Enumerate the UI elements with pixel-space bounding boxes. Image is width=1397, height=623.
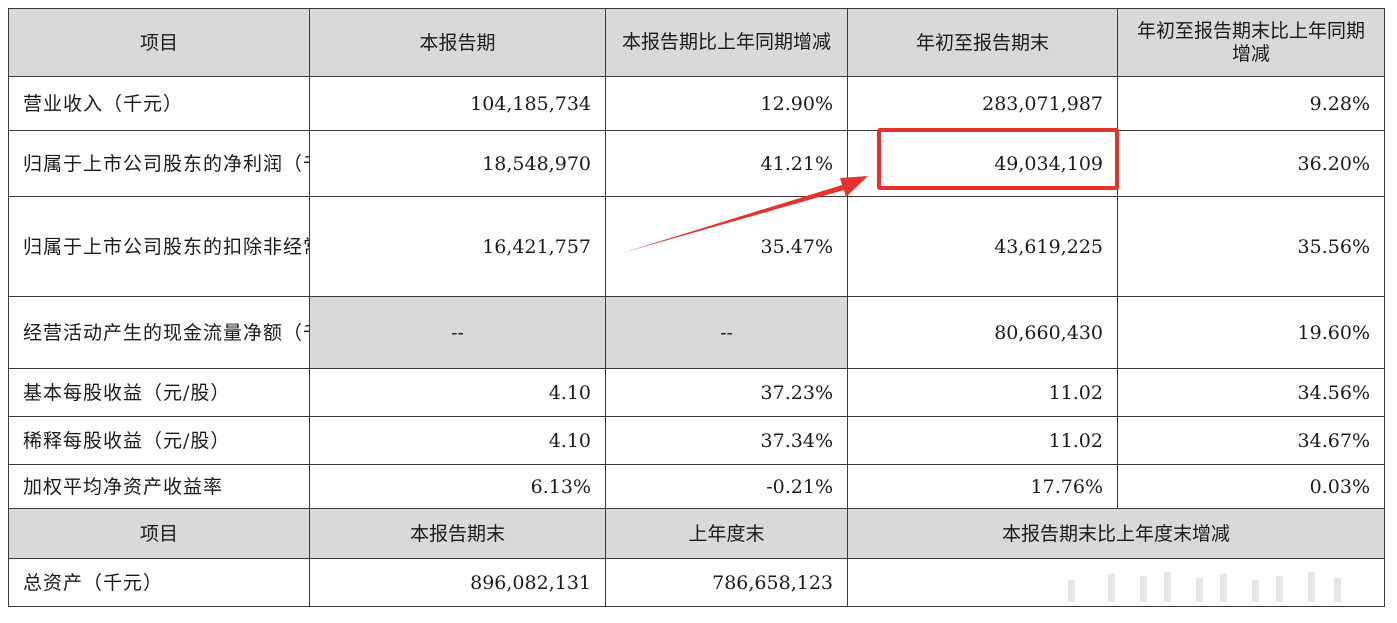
cell-value: 34.67% <box>1117 416 1385 465</box>
header2-change: 本报告期末比上年度末增减 <box>847 508 1385 559</box>
cell-value: 104,185,734 <box>309 76 606 131</box>
cell-value: -- <box>309 296 606 369</box>
table-row: 归属于上市公司股东的净利润（千元） 18,548,970 41.21% 49,0… <box>8 130 1385 197</box>
header2-item: 项目 <box>8 508 310 559</box>
header-current-period: 本报告期 <box>309 8 606 77</box>
cell-value: 36.20% <box>1117 130 1385 197</box>
cell-value: 37.34% <box>605 416 848 465</box>
header2-prior-year-end: 上年度末 <box>605 508 848 559</box>
watermark-bars <box>1068 566 1368 602</box>
row-label: 总资产（千元） <box>8 558 310 607</box>
table-row: 基本每股收益（元/股） 4.10 37.23% 11.02 34.56% <box>8 368 1385 417</box>
cell-value: 41.21% <box>605 130 848 197</box>
cell-value: 6.13% <box>309 464 606 509</box>
cell-value: 49,034,109 <box>847 130 1118 197</box>
cell-value: 16,421,757 <box>309 196 606 297</box>
row-label: 经营活动产生的现金流量净额（千元） <box>8 296 310 369</box>
table-row: 归属于上市公司股东的扣除非经常性损益的净利润（千元） 16,421,757 35… <box>8 196 1385 297</box>
cell-value: 37.23% <box>605 368 848 417</box>
cell-value: 11.02 <box>847 416 1118 465</box>
table-row: 经营活动产生的现金流量净额（千元） -- -- 80,660,430 19.60… <box>8 296 1385 369</box>
cell-value: -0.21% <box>605 464 848 509</box>
table-row-total-assets: 总资产（千元） 896,082,131 786,658,123 <box>8 558 1385 607</box>
header-current-period-change: 本报告期比上年同期增减 <box>605 8 848 77</box>
row-label: 归属于上市公司股东的净利润（千元） <box>8 130 310 197</box>
cell-value: 11.02 <box>847 368 1118 417</box>
table-header-row-2: 项目 本报告期末 上年度末 本报告期末比上年度末增减 <box>8 508 1385 559</box>
header-ytd: 年初至报告期末 <box>847 8 1118 77</box>
cell-value: 17.76% <box>847 464 1118 509</box>
cell-value <box>847 558 1385 607</box>
cell-value: 12.90% <box>605 76 848 131</box>
cell-value: 43,619,225 <box>847 196 1118 297</box>
cell-value: 19.60% <box>1117 296 1385 369</box>
financial-summary-table: 项目 本报告期 本报告期比上年同期增减 年初至报告期末 年初至报告期末比上年同期… <box>8 8 1385 607</box>
cell-value: -- <box>605 296 848 369</box>
row-label: 营业收入（千元） <box>8 76 310 131</box>
cell-value: 0.03% <box>1117 464 1385 509</box>
row-label: 归属于上市公司股东的扣除非经常性损益的净利润（千元） <box>8 196 310 297</box>
table-row: 加权平均净资产收益率 6.13% -0.21% 17.76% 0.03% <box>8 464 1385 509</box>
row-label: 基本每股收益（元/股） <box>8 368 310 417</box>
header2-period-end: 本报告期末 <box>309 508 606 559</box>
cell-value: 35.47% <box>605 196 848 297</box>
row-label: 稀释每股收益（元/股） <box>8 416 310 465</box>
cell-value: 4.10 <box>309 368 606 417</box>
cell-value: 786,658,123 <box>605 558 848 607</box>
table-row: 营业收入（千元） 104,185,734 12.90% 283,071,987 … <box>8 76 1385 131</box>
row-label: 加权平均净资产收益率 <box>8 464 310 509</box>
highlight-box <box>877 128 1119 190</box>
cell-value: 18,548,970 <box>309 130 606 197</box>
header-item: 项目 <box>8 8 310 77</box>
cell-value: 80,660,430 <box>847 296 1118 369</box>
cell-value: 283,071,987 <box>847 76 1118 131</box>
table-header-row: 项目 本报告期 本报告期比上年同期增减 年初至报告期末 年初至报告期末比上年同期… <box>8 8 1385 77</box>
cell-value: 35.56% <box>1117 196 1385 297</box>
cell-value: 34.56% <box>1117 368 1385 417</box>
cell-value: 896,082,131 <box>309 558 606 607</box>
header-ytd-change: 年初至报告期末比上年同期增减 <box>1117 8 1385 77</box>
table-row: 稀释每股收益（元/股） 4.10 37.34% 11.02 34.67% <box>8 416 1385 465</box>
cell-value: 4.10 <box>309 416 606 465</box>
cell-value: 9.28% <box>1117 76 1385 131</box>
